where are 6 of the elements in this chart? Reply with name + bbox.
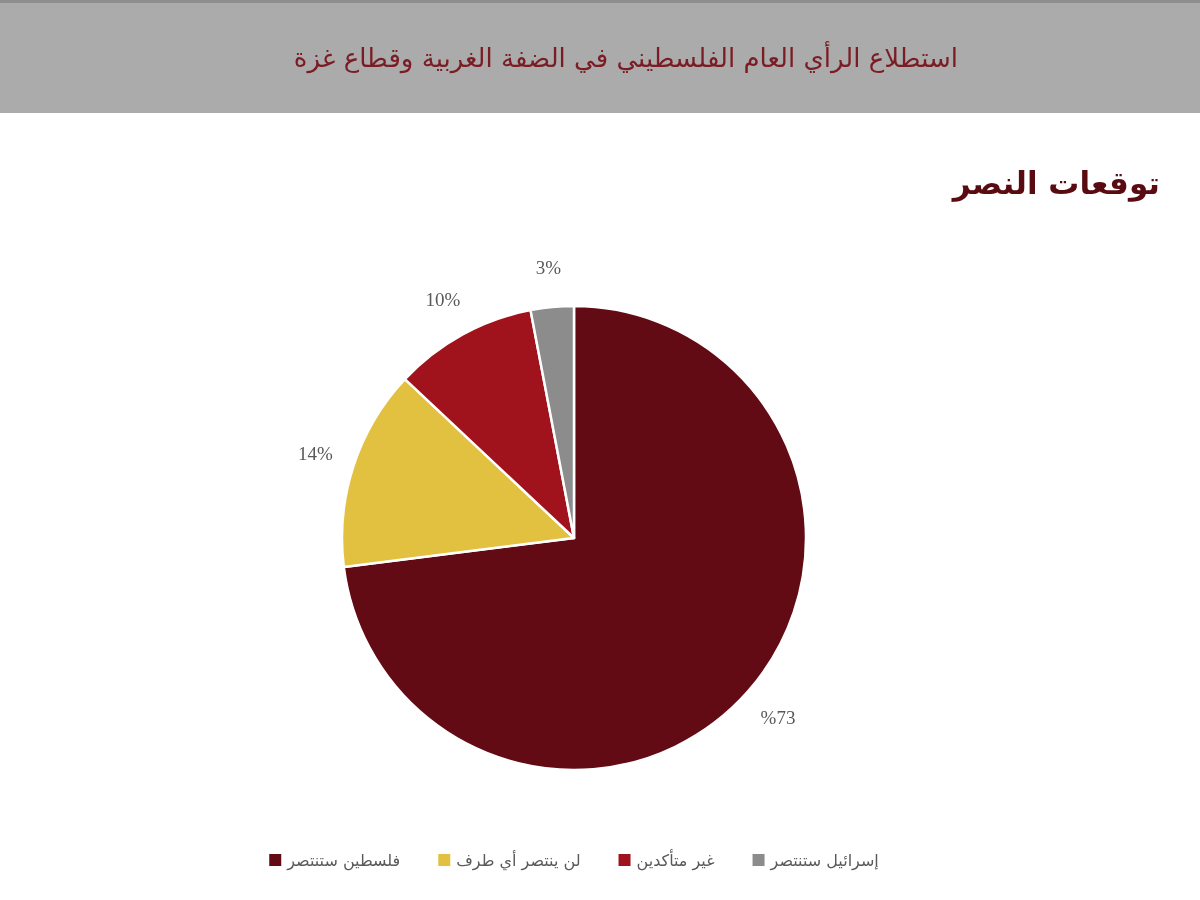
title: استطلاع الرأي العام الفلسطيني في الضفة الغربية وقطاع غزة xyxy=(293,43,958,73)
legend-label: إسرائيل ستنتصر xyxy=(769,850,879,871)
legend-label: فلسطين ستنتصر xyxy=(286,850,401,871)
legend-label: غير متأكدين xyxy=(636,848,715,871)
subtitle: توقعات النصر xyxy=(952,165,1160,201)
legend-label: لن ينتصر أي طرف xyxy=(456,849,581,871)
